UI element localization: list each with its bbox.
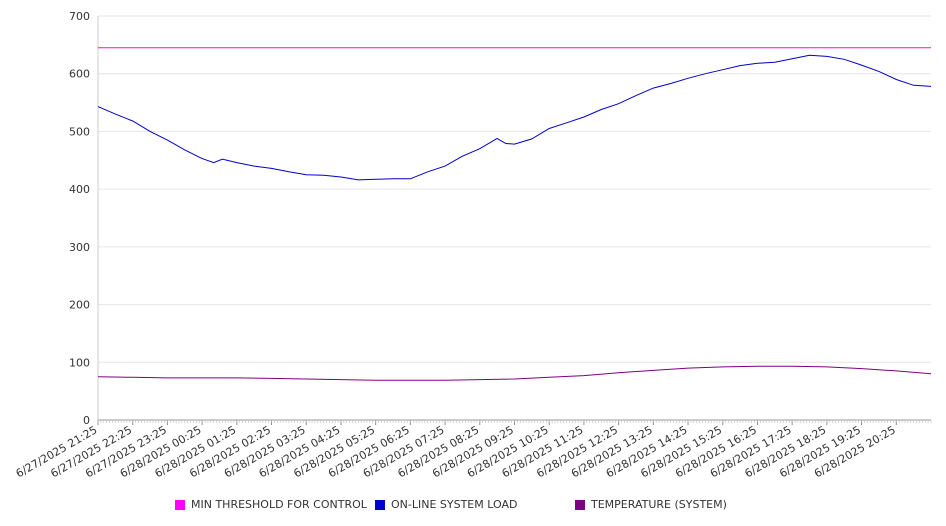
legend-item[interactable]: ON-LINE SYSTEM LOAD xyxy=(375,498,517,511)
series-line-2 xyxy=(97,365,932,381)
y-tick-label: 100 xyxy=(69,356,90,369)
axes xyxy=(97,16,932,423)
line-chart: 0 100 200 300 400 500 600 700 6/27/2025 21:256/… xyxy=(14,10,932,480)
y-axis-ticks: 0 100 200 300 400 500 600 700 xyxy=(69,10,90,427)
series-line-1 xyxy=(97,54,932,181)
legend-item[interactable]: TEMPERATURE (SYSTEM) xyxy=(575,498,727,511)
y-tick-label: 0 xyxy=(83,414,90,427)
series-lines xyxy=(97,47,932,381)
y-tick-label: 300 xyxy=(69,241,90,254)
legend-label: ON-LINE SYSTEM LOAD xyxy=(391,498,518,511)
legend-label: TEMPERATURE (SYSTEM) xyxy=(591,498,727,511)
legend: MIN THRESHOLD FOR CONTROL ON-LINE SYSTEM … xyxy=(0,498,946,516)
legend-swatch xyxy=(175,499,185,510)
y-tick-label: 600 xyxy=(69,68,90,81)
legend-label: MIN THRESHOLD FOR CONTROL xyxy=(191,498,367,511)
gridlines xyxy=(98,15,931,363)
y-tick-label: 700 xyxy=(69,10,90,23)
y-tick-label: 500 xyxy=(69,125,90,138)
legend-swatch xyxy=(375,499,385,510)
y-tick-label: 200 xyxy=(69,299,90,312)
x-axis-ticks: 6/27/2025 21:256/27/2025 22:256/27/2025 … xyxy=(14,420,898,480)
legend-item[interactable]: MIN THRESHOLD FOR CONTROL xyxy=(175,498,367,511)
y-tick-label: 400 xyxy=(69,183,90,196)
legend-swatch xyxy=(575,499,585,510)
